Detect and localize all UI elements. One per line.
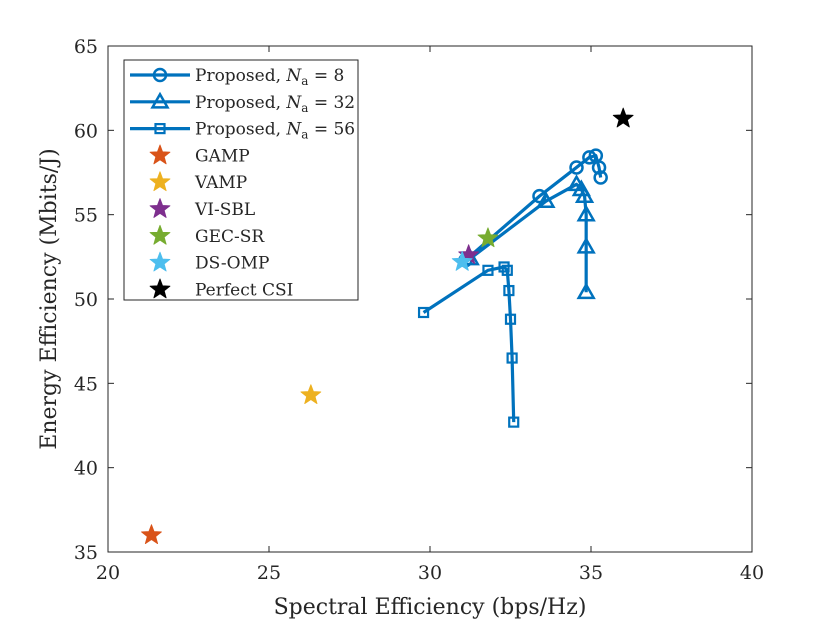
legend-item: VI-SBL xyxy=(149,198,255,220)
data-point xyxy=(571,179,591,197)
data-point xyxy=(582,150,597,165)
legend-item: GAMP xyxy=(149,144,250,166)
y-tick-label: 35 xyxy=(74,542,98,564)
legend-label: VI-SBL xyxy=(194,200,255,220)
data-point xyxy=(576,236,596,254)
legend-item: VAMP xyxy=(149,171,247,193)
y-tick-label: 65 xyxy=(74,36,98,58)
legend-label: Proposed, Na = 8 xyxy=(195,66,344,88)
legend-item: Proposed, Na = 8 xyxy=(130,66,344,88)
data-point xyxy=(576,204,596,222)
series-8 xyxy=(612,107,634,128)
legend-label: Proposed, Na = 56 xyxy=(195,120,355,142)
data-marks xyxy=(141,107,634,545)
legend-item: Perfect CSI xyxy=(149,278,293,300)
data-point xyxy=(569,160,584,175)
x-tick-label: 25 xyxy=(257,562,281,584)
legend-label: GAMP xyxy=(195,146,250,166)
series-3 xyxy=(141,524,162,545)
legend-label: VAMP xyxy=(194,173,247,193)
y-tick-label: 45 xyxy=(74,373,98,395)
legend-marker xyxy=(149,251,171,272)
legend-item: Proposed, Na = 56 xyxy=(130,120,355,142)
legend-marker xyxy=(149,198,171,218)
data-point xyxy=(566,174,587,192)
legend-label: Perfect CSI xyxy=(195,280,293,300)
x-tick-label: 35 xyxy=(579,562,603,584)
data-point xyxy=(417,306,430,319)
series-7 xyxy=(451,250,473,271)
legend-marker xyxy=(154,122,166,135)
series-6 xyxy=(477,227,499,248)
data-point xyxy=(576,282,596,300)
legend-marker xyxy=(150,91,170,109)
y-tick-label: 60 xyxy=(74,120,98,142)
legend-item: Proposed, Na = 32 xyxy=(130,91,355,115)
legend-marker xyxy=(152,67,168,83)
data-point xyxy=(536,191,556,209)
data-point xyxy=(612,107,634,128)
legend-label: GEC-SR xyxy=(195,227,265,247)
x-tick-label: 20 xyxy=(96,562,120,584)
legend: Proposed, Na = 8 Proposed, Na = 32 Propose… xyxy=(123,59,359,301)
y-axis-label: Energy Efficiency (Mbits/J) xyxy=(37,148,62,449)
data-point xyxy=(498,261,510,273)
data-point xyxy=(506,352,518,364)
legend-item: GEC-SR xyxy=(149,224,265,247)
series-line xyxy=(422,265,516,423)
data-point xyxy=(588,148,604,163)
y-tick-label: 50 xyxy=(74,289,98,311)
y-axis: 35 40 45 50 55 60 65 xyxy=(74,36,752,564)
data-point xyxy=(482,264,494,276)
data-point xyxy=(504,313,517,325)
legend-label: Proposed, Na = 32 xyxy=(195,93,355,115)
x-tick-label: 30 xyxy=(418,562,442,584)
data-point xyxy=(477,227,499,248)
data-point xyxy=(501,264,513,276)
legend-marker xyxy=(149,224,171,245)
legend-item: DS-OMP xyxy=(149,251,269,274)
data-point xyxy=(300,384,322,405)
legend-marker xyxy=(149,144,171,165)
series-2 xyxy=(417,261,520,428)
y-tick-label: 40 xyxy=(74,458,98,480)
data-point xyxy=(593,170,608,185)
data-point xyxy=(141,524,162,545)
legend-marker xyxy=(149,278,171,299)
data-point xyxy=(451,250,473,271)
data-point xyxy=(508,416,520,428)
series-4 xyxy=(300,384,322,405)
legend-label: DS-OMP xyxy=(195,254,269,274)
data-point xyxy=(503,284,515,297)
x-tick-label: 40 xyxy=(740,562,764,584)
x-axis: 20 25 30 35 40 xyxy=(96,46,764,584)
legend-marker xyxy=(149,171,171,192)
x-axis-label: Spectral Efficiency (bps/Hz) xyxy=(274,595,587,620)
y-tick-label: 55 xyxy=(74,205,98,227)
